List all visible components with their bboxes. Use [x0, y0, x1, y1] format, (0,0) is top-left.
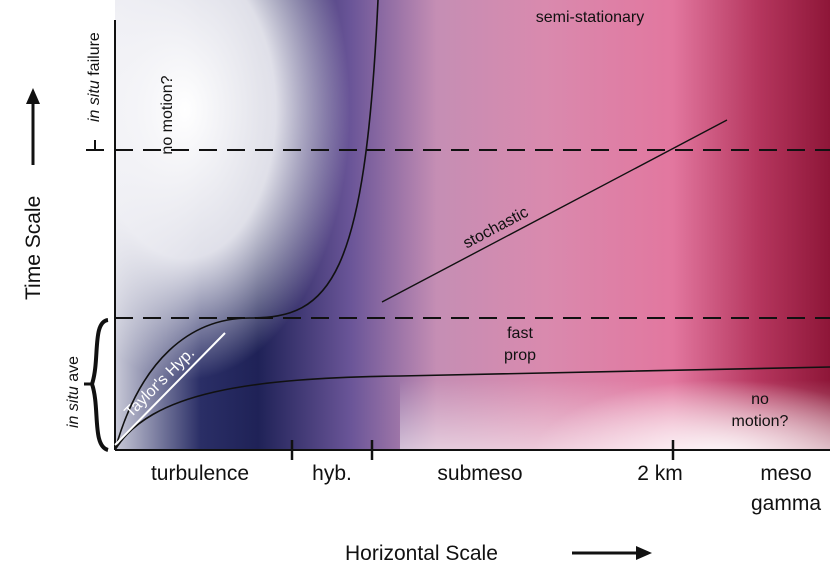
y-axis-title: Time Scale	[22, 196, 45, 300]
x-label: hyb.	[312, 462, 352, 485]
taylor-line	[114, 332, 226, 446]
x-arrow	[572, 546, 652, 560]
label: semi-stationary	[536, 9, 644, 26]
background	[115, 0, 830, 450]
label: fast	[507, 325, 533, 342]
left-label: in situ failure	[86, 32, 103, 122]
left-label-part: in situ	[65, 386, 82, 428]
y-arrow	[26, 88, 40, 165]
lines	[84, 0, 831, 460]
left-label-part: ave	[65, 356, 82, 386]
x-label: submeso	[437, 462, 522, 485]
label: no	[751, 391, 769, 408]
x-label: turbulence	[151, 462, 249, 485]
x-axis-title: Horizontal Scale	[345, 542, 498, 565]
left-label-part: failure	[86, 32, 103, 80]
label: motion?	[732, 413, 789, 430]
x-label: meso	[760, 462, 811, 485]
label: no motion?	[159, 75, 176, 154]
left-label: in situ ave	[65, 356, 82, 428]
x-label: gamma	[751, 492, 821, 515]
x-label: 2 km	[637, 462, 683, 485]
left-label-part: in situ	[86, 80, 103, 122]
label: prop	[504, 347, 536, 364]
